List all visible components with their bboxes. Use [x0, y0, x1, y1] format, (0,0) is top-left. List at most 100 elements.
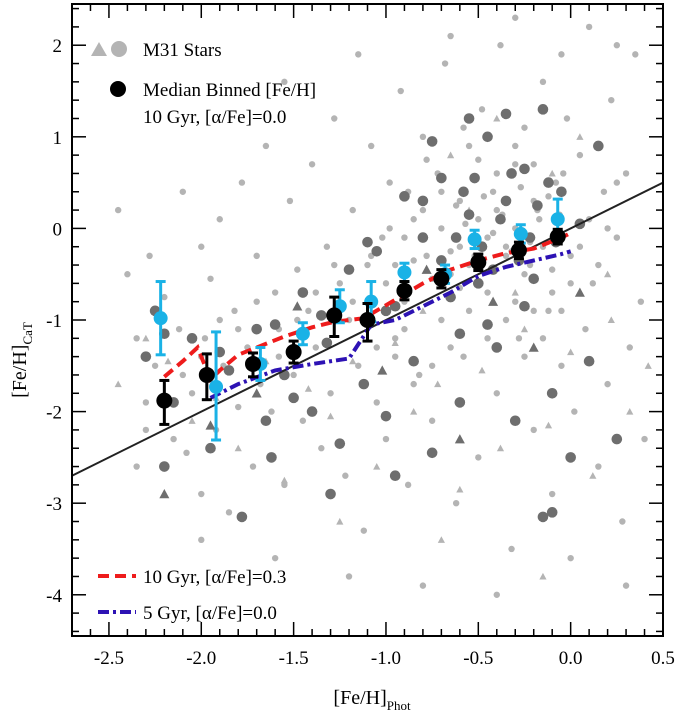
m31-star-point — [560, 170, 567, 177]
m31-star-point — [416, 371, 423, 379]
m31-star-point — [382, 435, 390, 443]
m31-star-point — [622, 582, 630, 589]
m31-star-point-large — [223, 365, 235, 376]
m31-star-point-large — [140, 351, 152, 362]
m31-star-point-large — [266, 452, 277, 463]
m31-star-point — [521, 353, 528, 360]
legend-top: M31 Stars Median Binned [Fe/H] 10 Gyr, [… — [91, 40, 316, 128]
m31-star-triangle — [539, 572, 547, 580]
m31-star-point — [183, 449, 190, 457]
m31-star-triangle — [589, 472, 597, 479]
m31-star-point — [480, 193, 488, 200]
m31-star-triangle — [410, 407, 418, 415]
m31-star-point — [179, 371, 187, 379]
m31-star-point-large — [519, 300, 530, 312]
m31-star-point — [484, 335, 491, 342]
m31-star-point — [373, 399, 380, 406]
cyan-point — [550, 212, 565, 227]
m31-star-point — [536, 216, 543, 223]
m31-star-point — [312, 344, 319, 351]
m31-star-point — [386, 225, 393, 232]
m31-star-point — [404, 481, 412, 489]
m31-star-point — [571, 408, 578, 415]
x-tick-label: -0.5 — [463, 648, 493, 669]
m31-star-point-large — [491, 342, 503, 353]
m31-star-triangle — [164, 357, 172, 365]
median-point — [470, 254, 487, 271]
legend-red-label: 10 Gyr, [α/Fe]=0.3 — [143, 567, 286, 588]
m31-star-point — [428, 417, 436, 424]
x-tick-label: -2.0 — [186, 648, 216, 669]
m31-star-point-large — [399, 191, 410, 202]
m31-star-triangle — [626, 407, 634, 415]
m31-star-point — [512, 161, 519, 168]
m31-star-point — [637, 298, 645, 305]
median-point — [510, 242, 527, 259]
cyan-point — [513, 226, 528, 241]
m31-star-point — [475, 216, 482, 223]
m31-star-point — [530, 307, 537, 315]
median-point — [244, 355, 261, 372]
m31-star-triangle — [544, 421, 553, 429]
m31-star-point-large — [543, 177, 554, 188]
m31-star-point — [308, 161, 316, 168]
m31-star-point-large — [334, 438, 346, 449]
m31-star-point — [423, 252, 430, 260]
m31-star-triangle — [567, 348, 575, 356]
plot-area — [72, 14, 663, 598]
m31-star-point — [484, 234, 491, 241]
m31-star-point — [207, 275, 214, 282]
m31-star-point — [548, 289, 556, 296]
m31-star-point — [478, 106, 486, 113]
m31-star-point-large — [458, 186, 469, 198]
m31-star-point — [271, 289, 279, 296]
m31-star-point — [619, 518, 626, 525]
y-tick-label: 0 — [53, 219, 63, 240]
m31-star-point — [622, 170, 630, 177]
m31-star-point-large — [297, 287, 309, 298]
m31-star-point — [475, 454, 482, 461]
m31-star-triangle — [478, 366, 486, 374]
m31-star-triangle-large — [528, 342, 539, 352]
m31-star-point — [336, 280, 343, 287]
m31-star-point-large — [546, 387, 558, 399]
y-tick-label: -1 — [46, 311, 62, 332]
m31-star-point — [355, 362, 362, 369]
m31-star-point — [613, 234, 621, 241]
m31-star-point — [493, 206, 500, 214]
m31-star-triangle-large — [488, 296, 499, 306]
m31-star-point — [530, 426, 537, 434]
m31-star-point-large — [205, 442, 216, 454]
m31-star-point — [249, 463, 257, 470]
m31-star-point — [517, 183, 524, 191]
m31-star-point — [318, 445, 325, 452]
cyan-point — [295, 326, 310, 341]
median-point — [396, 282, 413, 299]
x-axis-title: [Fe/H]Phot — [333, 687, 411, 713]
m31-star-point — [367, 142, 375, 150]
m31-star-point-large — [380, 305, 392, 317]
legend-median-model-label: 10 Gyr, [α/Fe]=0.0 — [143, 107, 286, 128]
m31-star-point — [539, 78, 547, 86]
m31-star-point — [608, 96, 615, 104]
m31-star-point — [342, 472, 349, 479]
m31-star-point — [567, 280, 574, 287]
m31-star-point-large — [236, 511, 248, 523]
m31-star-triangle — [142, 334, 150, 342]
m31-star-point — [530, 161, 537, 168]
m31-star-point — [262, 142, 270, 150]
m31-star-point — [502, 252, 510, 260]
m31-star-point-large — [426, 447, 438, 459]
m31-star-point — [604, 380, 611, 388]
m31-star-point-large — [469, 172, 480, 184]
y-tick-label: -3 — [46, 494, 62, 515]
m31-star-point-large — [408, 355, 419, 367]
m31-star-point-large — [260, 415, 272, 427]
m31-star-point — [133, 335, 140, 342]
m31-star-point-large — [528, 273, 540, 285]
m31-star-point — [397, 87, 404, 95]
m31-star-point — [438, 188, 445, 195]
m31-star-point — [438, 316, 445, 324]
m31-star-point — [294, 266, 301, 273]
